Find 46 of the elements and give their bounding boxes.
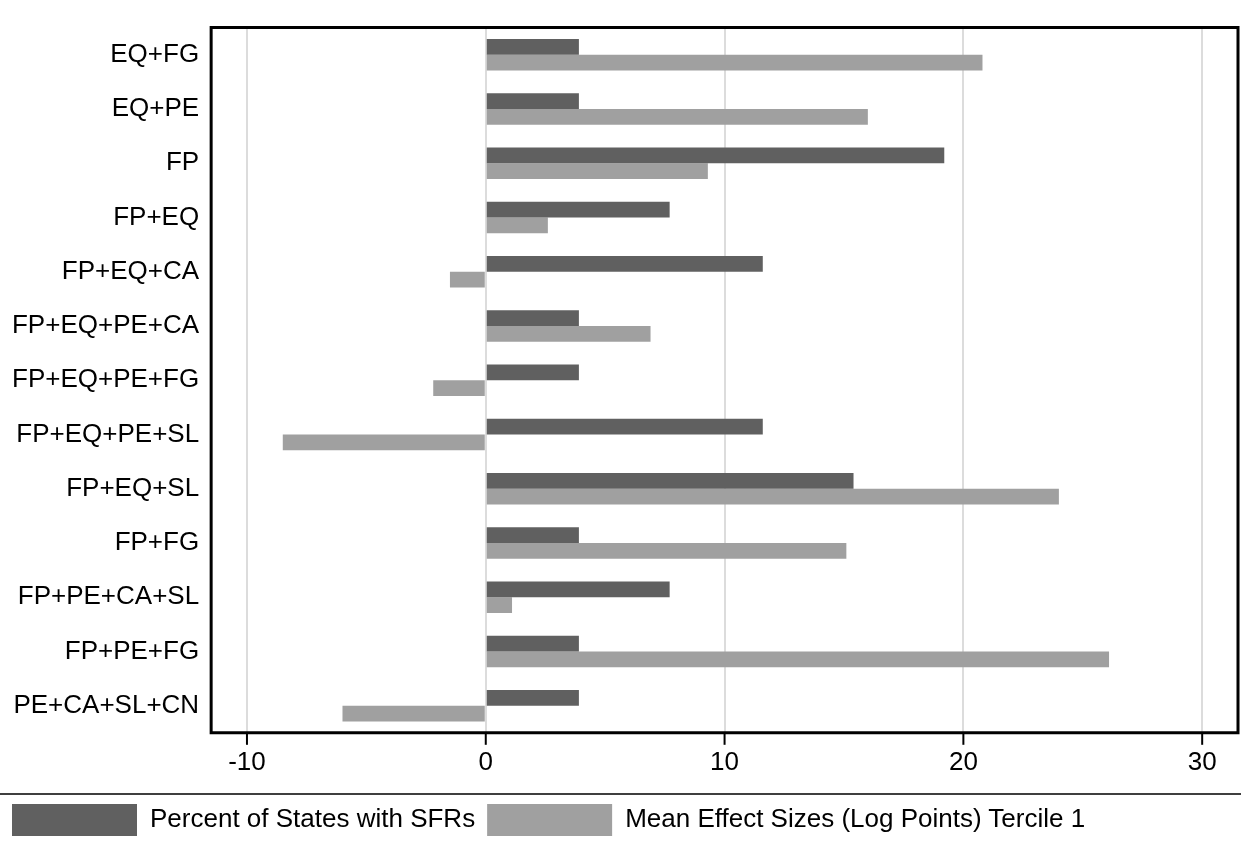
x-tick-label: 0 xyxy=(478,745,493,776)
legend-label: Mean Effect Sizes (Log Points) Tercile 1 xyxy=(625,803,1086,834)
bar xyxy=(486,217,548,234)
bar xyxy=(486,255,763,272)
bar xyxy=(486,635,579,652)
bar xyxy=(342,705,485,722)
y-tick-label: FP+PE+FG xyxy=(64,634,200,665)
bar xyxy=(282,434,485,451)
y-tick-label: EQ+PE xyxy=(111,92,200,123)
bar xyxy=(486,147,945,164)
y-tick-label: FP+EQ+CA xyxy=(61,254,200,285)
y-tick-label: FP+EQ xyxy=(113,200,200,231)
y-tick-label: FP xyxy=(165,146,200,177)
y-tick-label: FP+EQ+PE+FG xyxy=(12,363,200,394)
bar xyxy=(486,581,670,598)
bar xyxy=(486,488,1059,505)
bar xyxy=(433,380,485,396)
bar xyxy=(486,325,651,342)
bar xyxy=(486,310,579,326)
x-tick-label: 30 xyxy=(1187,745,1217,776)
y-tick-label: FP+EQ+SL xyxy=(66,471,200,502)
bar xyxy=(486,418,763,435)
bar xyxy=(486,651,1110,668)
bar xyxy=(486,163,708,179)
bar xyxy=(486,38,579,55)
bar xyxy=(486,542,847,559)
bar xyxy=(486,108,868,125)
bar xyxy=(486,364,579,381)
x-tick-label: 10 xyxy=(710,745,740,776)
x-tick-label: 20 xyxy=(948,745,978,776)
y-tick-label: FP+FG xyxy=(114,526,200,557)
bar xyxy=(486,472,854,489)
y-tick-label: FP+EQ+PE+CA xyxy=(11,309,200,340)
y-tick-label: EQ+FG xyxy=(110,37,200,68)
bar xyxy=(449,271,485,288)
bar xyxy=(486,689,579,706)
bar xyxy=(486,201,670,218)
bar xyxy=(486,93,579,109)
bar xyxy=(486,527,579,543)
bar xyxy=(486,597,513,613)
y-tick-label: PE+CA+SL+CN xyxy=(13,688,200,719)
x-tick-label: -10 xyxy=(228,745,266,776)
y-tick-label: FP+PE+CA+SL xyxy=(17,580,200,611)
y-tick-label: FP+EQ+PE+SL xyxy=(16,417,200,448)
bar xyxy=(486,54,983,71)
legend-label: Percent of States with SFRs xyxy=(150,803,476,834)
